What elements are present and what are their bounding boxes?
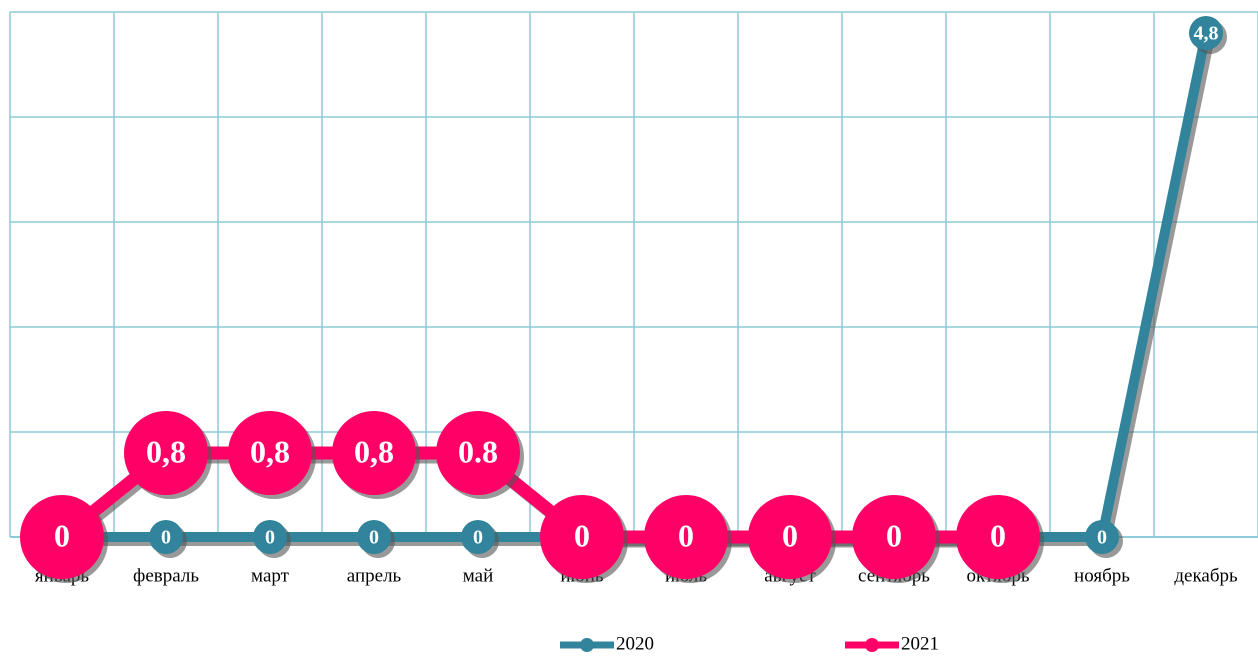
- marker: [20, 495, 104, 579]
- data-label: 0.8: [458, 433, 498, 469]
- x-tick-label: март: [251, 565, 290, 586]
- legend-label: 2021: [901, 633, 939, 654]
- series-line: [57, 446, 998, 544]
- marker: [228, 411, 312, 495]
- x-tick-label: май: [463, 565, 494, 586]
- marker: [332, 411, 416, 495]
- marker: [540, 495, 624, 579]
- data-label: 0: [782, 517, 798, 553]
- data-label: 0: [574, 517, 590, 553]
- x-tick-label: декабрь: [1174, 565, 1238, 586]
- marker: [149, 520, 183, 554]
- data-label: 4,8: [1194, 23, 1219, 45]
- marker: [852, 495, 936, 579]
- x-tick-label: ноябрь: [1074, 565, 1130, 586]
- x-tick-label: апрель: [347, 565, 402, 586]
- data-label: 0: [54, 517, 70, 553]
- data-label: 0,8: [354, 433, 394, 469]
- data-label: 0: [1097, 527, 1107, 549]
- data-label: 0: [473, 527, 483, 549]
- legend-marker: [865, 638, 879, 652]
- x-tick-label: февраль: [133, 565, 199, 586]
- data-label: 0: [369, 527, 379, 549]
- marker: [253, 520, 287, 554]
- marker: [956, 495, 1040, 579]
- data-label: 0: [678, 517, 694, 553]
- data-label: 0: [886, 517, 902, 553]
- data-label: 0: [161, 527, 171, 549]
- legend-label: 2020: [616, 633, 654, 654]
- marker: [748, 495, 832, 579]
- marker: [436, 411, 520, 495]
- data-label: 0: [990, 517, 1006, 553]
- legend-marker: [580, 638, 594, 652]
- marker: [461, 520, 495, 554]
- marker: [1189, 16, 1223, 50]
- data-label: 0,8: [146, 433, 186, 469]
- data-label: 0: [265, 527, 275, 549]
- data-label: 0,8: [250, 433, 290, 469]
- marker: [124, 411, 208, 495]
- marker: [357, 520, 391, 554]
- marker: [644, 495, 728, 579]
- marker: [1085, 520, 1119, 554]
